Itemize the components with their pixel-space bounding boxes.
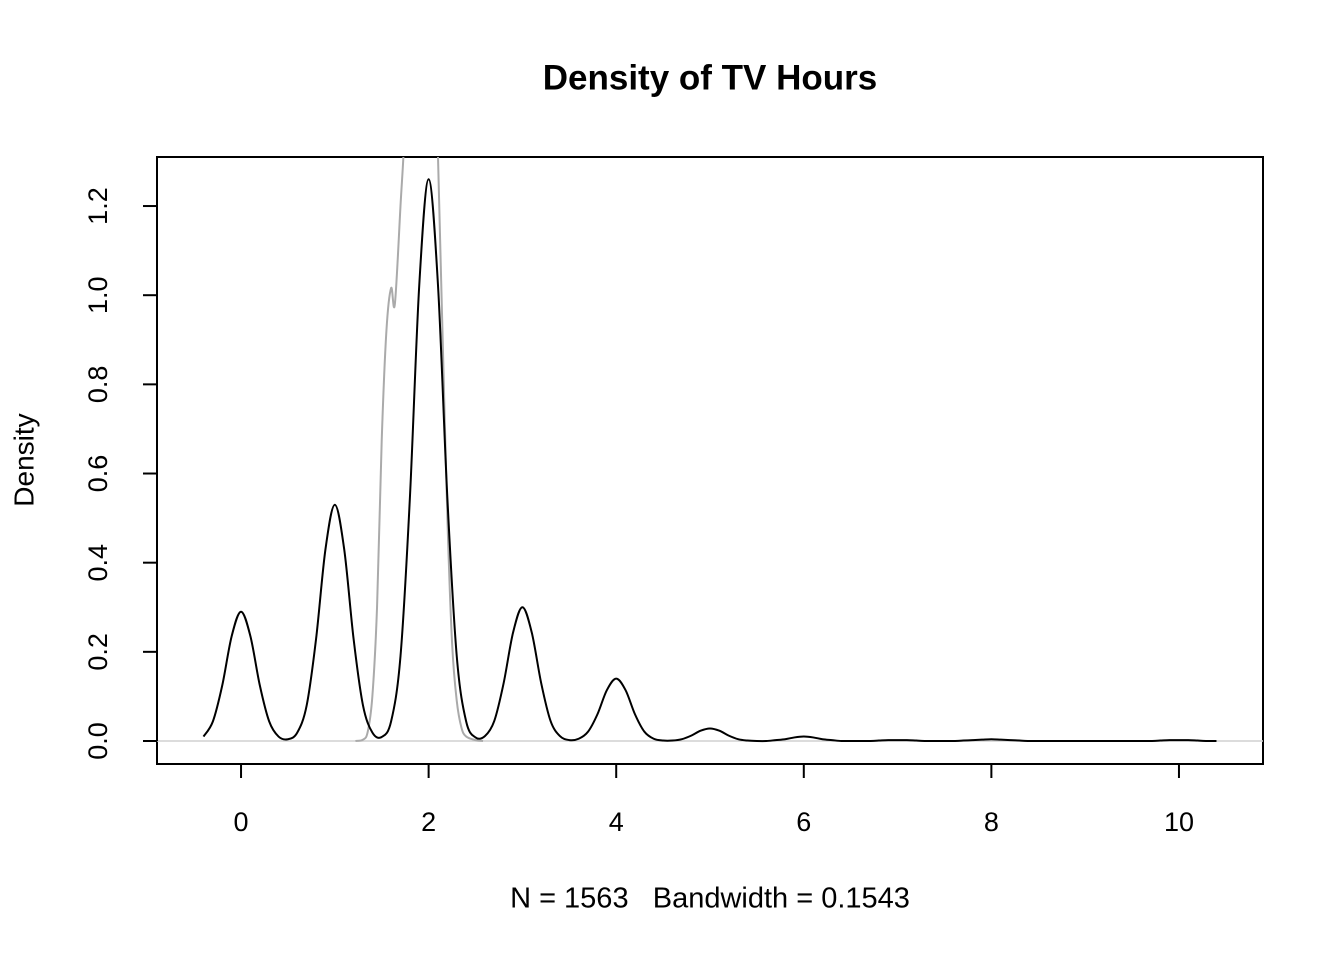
y-tick-label: 0.8 (83, 366, 113, 404)
plot-box (156, 156, 1264, 765)
x-tick-label: 6 (796, 807, 811, 837)
y-tick-label: 1.2 (83, 187, 113, 225)
x-tick-label: 2 (421, 807, 436, 837)
x-axis-label: N = 1563 Bandwidth = 0.1543 (510, 883, 910, 915)
y-axis-label: Density (8, 413, 39, 506)
y-tick-label: 0.2 (83, 633, 113, 671)
x-tick-label: 8 (984, 807, 999, 837)
density-line (202, 178, 1217, 743)
x-tick-label: 0 (234, 807, 249, 837)
y-tick-label: 1.0 (83, 276, 113, 314)
y-tick-label: 0.4 (83, 544, 113, 582)
y-tick-label: 0.6 (83, 455, 113, 493)
chart-title: Density of TV Hours (543, 58, 877, 97)
x-tick-label: 4 (609, 807, 624, 837)
plot-area (157, 157, 1263, 743)
x-tick-label: 10 (1164, 807, 1194, 837)
y-tick-label: 0.0 (83, 722, 113, 760)
density-line (355, 157, 484, 742)
